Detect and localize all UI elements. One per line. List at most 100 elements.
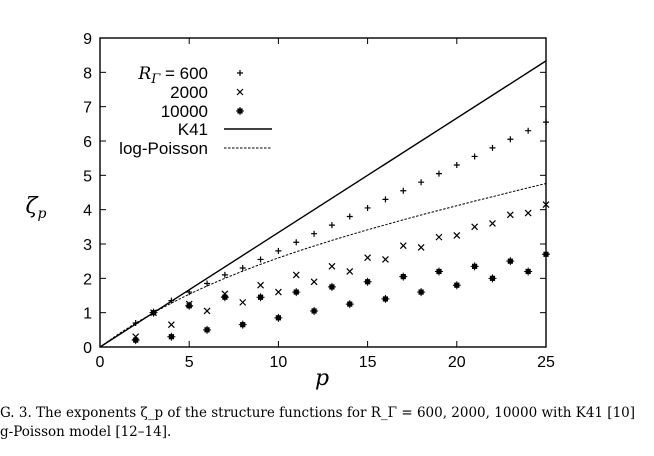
legend-symbol-plus bbox=[237, 70, 243, 76]
data-point-cross bbox=[506, 211, 514, 219]
data-point-cross bbox=[399, 242, 407, 250]
data-point-plus bbox=[435, 170, 442, 177]
data-point-star bbox=[220, 293, 229, 302]
data-point-star bbox=[417, 288, 426, 297]
x-tick-label: 20 bbox=[448, 354, 466, 371]
y-tick-label: 7 bbox=[83, 100, 92, 117]
data-point-cross bbox=[489, 219, 496, 227]
data-point-cross bbox=[274, 288, 282, 296]
caption-line-1: G. 3. The exponents ζ_p of the structure… bbox=[0, 405, 636, 421]
data-point-star bbox=[434, 267, 443, 276]
data-point-plus bbox=[168, 297, 175, 304]
axes-frame-layer bbox=[99, 37, 547, 348]
y-tick-label: 2 bbox=[83, 271, 92, 288]
data-point-star bbox=[149, 308, 158, 317]
data-point-cross bbox=[542, 201, 550, 208]
data-point-cross bbox=[453, 231, 461, 239]
data-point-plus bbox=[364, 204, 371, 211]
y-tick-label: 5 bbox=[83, 168, 92, 185]
data-point-star bbox=[310, 306, 319, 315]
y-axis-label: ζp bbox=[26, 194, 47, 222]
data-point-cross bbox=[292, 271, 300, 279]
data-point-cross bbox=[257, 281, 264, 289]
chart: 0 5 10 15 20 25 0 1 2 3 4 5 6 7 8 9 RΓ = 600200010000K4… bbox=[26, 31, 555, 391]
figure-caption: G. 3. The exponents ζ_p of the structure… bbox=[0, 404, 654, 442]
y-tick-label: 4 bbox=[83, 203, 92, 220]
data-point-star bbox=[185, 301, 194, 310]
data-points-layer bbox=[131, 119, 550, 345]
y-axis-label-main: ζ bbox=[26, 194, 40, 219]
data-point-cross bbox=[167, 321, 175, 329]
plot-frame bbox=[99, 37, 547, 348]
legend-r-value: = 600 bbox=[160, 64, 208, 83]
y-tick-label: 6 bbox=[83, 134, 92, 151]
data-point-star bbox=[274, 313, 283, 322]
data-point-plus bbox=[543, 119, 549, 126]
data-point-plus bbox=[507, 136, 514, 143]
data-point-plus bbox=[239, 265, 246, 272]
tick-layer: 0 5 10 15 20 25 0 1 2 3 4 5 6 7 8 9 bbox=[83, 31, 555, 371]
x-tick-label: 0 bbox=[96, 354, 105, 371]
data-point-star bbox=[363, 277, 372, 286]
legend-label: log-Poisson bbox=[119, 139, 208, 158]
data-point-star bbox=[488, 274, 497, 283]
data-point-star bbox=[327, 282, 336, 291]
x-tick-label: 25 bbox=[537, 354, 555, 371]
x-axis-label: p bbox=[315, 366, 329, 391]
data-point-plus bbox=[275, 247, 282, 254]
data-point-plus bbox=[311, 230, 318, 237]
data-point-plus bbox=[525, 127, 532, 134]
model-lines-layer bbox=[99, 60, 547, 348]
data-point-plus bbox=[453, 162, 460, 169]
log-poisson-line bbox=[99, 183, 547, 348]
legend-r-subscript: Γ bbox=[150, 72, 161, 87]
data-point-cross bbox=[346, 268, 354, 275]
x-tick-label: 10 bbox=[270, 354, 288, 371]
x-tick-label: 5 bbox=[185, 354, 194, 371]
data-point-cross bbox=[328, 262, 336, 270]
data-point-plus bbox=[489, 144, 496, 151]
data-point-star bbox=[238, 320, 247, 329]
data-point-cross bbox=[417, 244, 425, 251]
data-point-cross bbox=[239, 298, 247, 306]
x-tick-label: 15 bbox=[359, 354, 377, 371]
data-point-star bbox=[256, 293, 265, 302]
data-point-plus bbox=[221, 271, 228, 278]
data-point-star bbox=[452, 281, 461, 290]
y-tick-label: 1 bbox=[83, 306, 92, 323]
data-point-plus bbox=[132, 319, 139, 326]
legend-label-600: RΓ = 600 bbox=[137, 64, 208, 87]
legend-label: 10000 bbox=[161, 102, 208, 121]
data-point-plus bbox=[400, 187, 407, 194]
data-point-cross bbox=[471, 223, 479, 231]
legend-symbol-star bbox=[236, 107, 244, 115]
data-point-star bbox=[506, 257, 515, 266]
data-point-cross bbox=[310, 278, 318, 286]
data-point-plus bbox=[346, 213, 353, 220]
y-tick-label: 9 bbox=[83, 31, 92, 48]
data-point-cross bbox=[364, 254, 372, 262]
legend-label: 2000 bbox=[170, 83, 208, 102]
caption-line-2: g-Poisson model [12–14]. bbox=[0, 424, 172, 440]
data-point-star bbox=[399, 272, 408, 281]
data-point-plus bbox=[293, 239, 300, 246]
data-point-star bbox=[131, 336, 140, 345]
y-tick-label: 3 bbox=[83, 237, 92, 254]
legend-label: K41 bbox=[178, 120, 208, 139]
legend-symbol-cross bbox=[236, 88, 244, 96]
data-point-star bbox=[381, 294, 390, 303]
data-point-plus bbox=[382, 196, 389, 203]
data-point-plus bbox=[257, 256, 264, 263]
data-point-star bbox=[542, 250, 550, 259]
data-point-star bbox=[470, 262, 479, 271]
data-point-star bbox=[345, 300, 354, 309]
data-point-star bbox=[203, 325, 212, 334]
data-point-star bbox=[167, 332, 176, 341]
data-point-plus bbox=[328, 222, 335, 229]
data-point-plus bbox=[418, 179, 425, 186]
data-point-cross bbox=[203, 307, 211, 315]
data-point-star bbox=[524, 267, 533, 276]
data-point-cross bbox=[524, 209, 532, 217]
data-point-cross bbox=[382, 256, 389, 263]
